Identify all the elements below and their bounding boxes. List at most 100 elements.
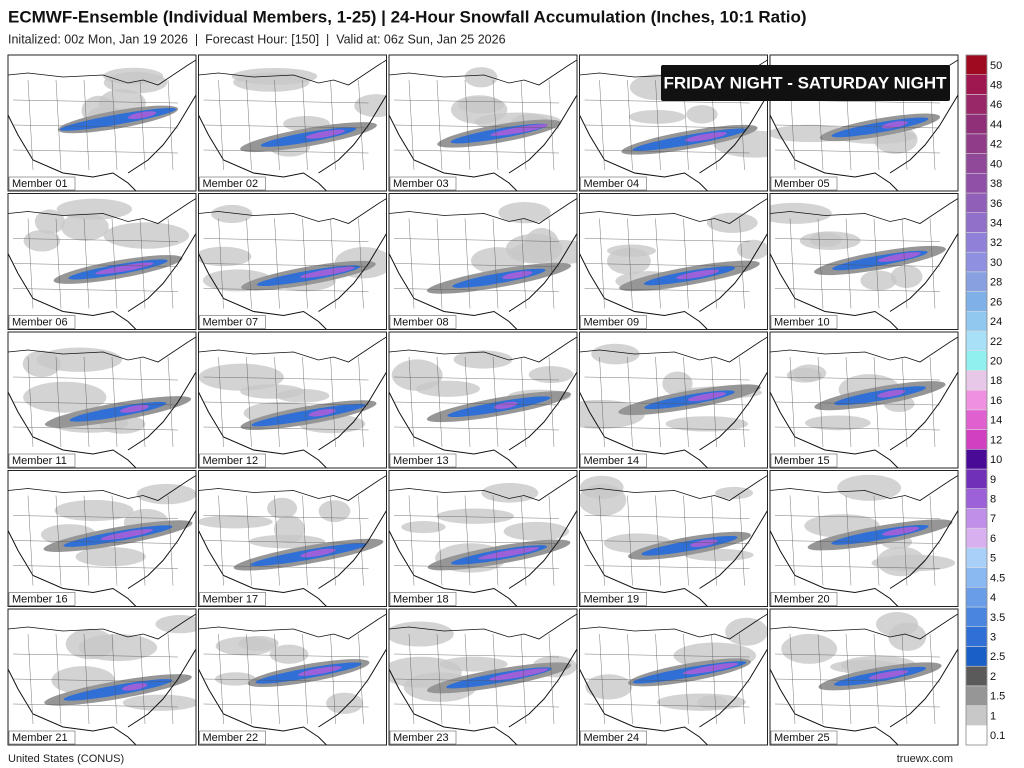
state-line — [789, 495, 796, 586]
state-line — [83, 633, 90, 725]
state-line — [627, 218, 633, 309]
member-label: Member 20 — [774, 593, 830, 605]
state-line — [548, 79, 555, 171]
state-line — [584, 515, 750, 519]
state-line — [436, 356, 443, 448]
legend-swatch — [965, 311, 988, 332]
map-panel — [389, 332, 577, 468]
state-line — [929, 356, 936, 448]
state-line — [774, 426, 941, 431]
snow-shade — [56, 198, 133, 220]
state-line — [12, 565, 179, 569]
state-line — [246, 633, 252, 725]
snow-shade — [439, 656, 508, 672]
border — [770, 198, 958, 224]
state-line — [12, 401, 179, 406]
state-line — [167, 356, 174, 448]
map-panel — [389, 55, 577, 191]
member-label: Member 24 — [584, 732, 640, 744]
state-line — [929, 633, 936, 725]
snow-shade — [61, 213, 109, 241]
state-line — [246, 218, 252, 309]
snow-band — [682, 662, 738, 675]
snow-band — [687, 392, 726, 402]
legend-swatch — [965, 547, 988, 568]
member-label: Member 03 — [393, 178, 449, 190]
member-label: Member 11 — [12, 455, 67, 467]
snow-band — [690, 539, 718, 548]
panel-frame — [7, 608, 197, 746]
state-line — [27, 633, 34, 725]
state-line — [520, 218, 527, 309]
map-panel — [8, 332, 196, 468]
state-line — [55, 79, 62, 171]
snow-band — [251, 403, 366, 427]
border — [198, 198, 387, 224]
member-label: Member 01 — [12, 178, 68, 190]
state-line — [739, 495, 745, 586]
panel-frame — [388, 193, 578, 330]
snow-shade — [656, 693, 746, 711]
state-line — [584, 238, 750, 242]
state-line — [12, 376, 179, 381]
state-line — [464, 79, 471, 171]
state-line — [548, 356, 555, 448]
state-line — [203, 515, 369, 519]
snow-shade — [890, 265, 923, 288]
member-label: Member 02 — [203, 178, 259, 190]
member-label-bg — [580, 592, 647, 606]
state-line — [845, 633, 852, 725]
state-line — [111, 218, 118, 309]
state-line — [774, 263, 941, 267]
border — [770, 613, 958, 640]
state-line — [393, 703, 560, 708]
state-line — [12, 238, 179, 242]
state-line — [393, 565, 560, 569]
legend-label: 8 — [990, 493, 996, 505]
state-line — [548, 218, 555, 309]
border — [389, 613, 577, 640]
map-panel — [198, 332, 387, 468]
state-line — [774, 149, 941, 154]
snow-shade — [505, 233, 563, 264]
state-line — [330, 218, 336, 309]
state-line — [548, 633, 555, 725]
state-line — [774, 565, 941, 569]
snow-shade — [276, 388, 330, 403]
state-line — [203, 238, 369, 242]
map-panel — [579, 470, 768, 607]
state-line — [111, 633, 118, 725]
snow-band — [882, 526, 920, 536]
snow-shade — [155, 615, 196, 634]
state-line — [584, 401, 750, 406]
border — [389, 475, 577, 501]
state-line — [774, 124, 941, 129]
snow-shade — [389, 621, 454, 647]
border — [579, 475, 768, 501]
member-label-bg — [8, 592, 76, 606]
state-line — [789, 356, 796, 448]
legend-swatch — [965, 291, 988, 312]
footer-source: truewx.com — [897, 753, 953, 765]
state-line — [393, 99, 560, 104]
panel-frame — [769, 54, 959, 192]
state-line — [873, 633, 880, 725]
state-line — [203, 565, 369, 569]
state-line — [246, 356, 252, 448]
legend-label: 24 — [990, 316, 1002, 328]
state-line — [55, 633, 62, 725]
state-line — [358, 633, 364, 725]
state-line — [203, 653, 369, 658]
snow-shade — [249, 534, 326, 549]
state-line — [27, 356, 34, 448]
legend-label: 10 — [990, 454, 1002, 466]
state-line — [655, 495, 661, 586]
member-label: Member 04 — [584, 178, 640, 190]
state-line — [774, 238, 941, 242]
state-line — [873, 218, 880, 309]
border — [389, 198, 577, 224]
member-label-bg — [199, 176, 266, 191]
member-label-bg — [199, 592, 266, 606]
state-line — [167, 79, 174, 171]
snow-band — [881, 121, 908, 129]
